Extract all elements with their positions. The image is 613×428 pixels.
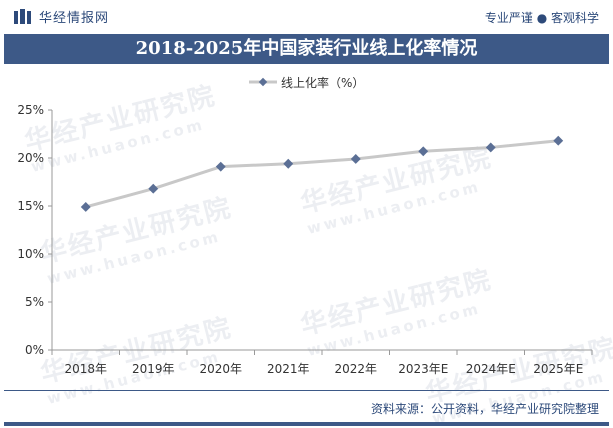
data-point: [350, 154, 361, 164]
data-point: [80, 202, 91, 212]
huajing-logo-icon: [14, 9, 31, 24]
y-tick-label: 5%: [25, 295, 44, 309]
y-tick-label: 25%: [17, 103, 44, 117]
y-tick-label: 0%: [25, 343, 44, 357]
source-divider: [4, 390, 609, 391]
y-tick-label: 15%: [17, 199, 44, 213]
x-tick-label: 2023年E: [398, 362, 448, 376]
data-point: [148, 183, 159, 194]
x-tick-label: 2025年E: [533, 362, 583, 376]
top-header: 华经情报网 专业严谨 ● 客观科学: [0, 0, 613, 32]
source-note: 资料来源：公开资料，华经产业研究院整理: [370, 402, 599, 416]
x-tick-label: 2018年: [64, 362, 107, 376]
brand-name: 华经情报网: [39, 11, 110, 26]
brand[interactable]: 华经情报网: [14, 7, 109, 26]
data-point: [485, 142, 496, 153]
bottom-band: [4, 422, 609, 426]
y-tick-label: 20%: [17, 151, 44, 165]
legend-marker: [258, 77, 268, 87]
data-point: [215, 161, 226, 172]
y-tick-label: 10%: [17, 247, 44, 261]
line-chart: 线上化率（%） 0% 5% 10% 15% 20% 25% 2018年 2019年 2020年 20…: [17, 75, 593, 376]
tagline: 专业严谨 ● 客观科学: [484, 11, 599, 25]
x-tick-label: 2024年E: [466, 362, 516, 376]
series-line: [85, 139, 559, 209]
x-tick-label: 2020年: [199, 362, 242, 376]
data-point: [418, 146, 429, 157]
legend-label: 线上化率（%）: [281, 75, 364, 90]
x-tick-label: 2019年: [132, 362, 175, 376]
data-point: [553, 135, 564, 146]
data-point: [283, 158, 294, 169]
chart-title: 2018-2025年中国家装行业线上化率情况: [4, 34, 609, 64]
x-tick-label: 2021年: [267, 362, 310, 376]
x-tick-label: 2022年: [334, 362, 377, 376]
